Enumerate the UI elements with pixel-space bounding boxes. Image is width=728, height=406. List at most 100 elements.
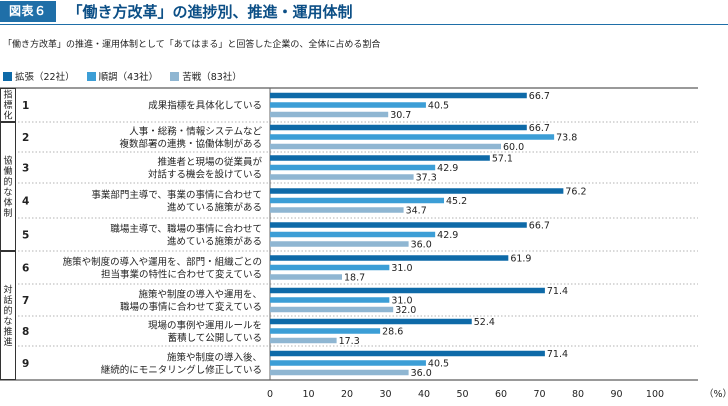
bar [270, 287, 545, 294]
x-tick-label: 100 [646, 389, 664, 400]
bar [270, 241, 409, 247]
bar [270, 164, 436, 171]
bar [270, 197, 445, 204]
bar [270, 369, 409, 376]
header-rule [0, 24, 728, 25]
legend-label-smooth: 順調（43社） [98, 72, 159, 83]
bar-value-label: 76.2 [565, 187, 586, 198]
bar-value-label: 36.0 [411, 240, 432, 251]
item-label-line: 進めている施策がある [167, 201, 262, 213]
bar-value-label: 52.4 [474, 317, 495, 328]
bar [270, 102, 426, 108]
bar-value-label: 42.9 [437, 163, 458, 174]
item-label-line: 職場主導で、職場の事情に合わせて [110, 223, 262, 235]
x-tick-label: 40 [418, 389, 430, 400]
item-number: 5 [22, 230, 29, 242]
bar [270, 174, 414, 180]
bar [270, 231, 436, 238]
bar-value-label: 18.7 [344, 273, 365, 284]
item-number: 1 [22, 100, 29, 112]
x-tick-label: 0 [267, 389, 273, 400]
legend: 拡張（22社） 順調（43社） 苦戦（83社） [3, 69, 254, 83]
bar-value-label: 31.0 [391, 296, 412, 307]
item-label-line: 対話する機会を設けている [148, 168, 262, 180]
bar [270, 350, 545, 357]
bar-value-label: 45.2 [446, 196, 467, 207]
bar-value-label: 37.3 [416, 173, 437, 184]
item-number: 3 [22, 163, 29, 175]
item-number: 8 [22, 326, 29, 338]
bar [270, 207, 404, 213]
bar [270, 124, 527, 131]
legend-label-struggle: 苦戦（83社） [182, 72, 242, 83]
bar-value-label: 60.0 [503, 142, 524, 153]
item-number: 7 [22, 295, 29, 307]
item-label-line: 事業部門主導で、事業の事情に合わせて [91, 189, 262, 201]
bar [270, 155, 490, 161]
bar [270, 264, 390, 271]
x-tick-label: 20 [341, 389, 353, 400]
legend-item-expand: 拡張（22社） [3, 69, 75, 83]
bar [270, 111, 389, 118]
chart-subtitle: 「働き方改革」の推進・運用体制として「あてはまる」と回答した企業の、全体に占める… [3, 40, 381, 50]
bar [270, 274, 342, 280]
bar-value-label: 73.8 [556, 133, 577, 144]
group-label: 協働的な体制 [3, 154, 12, 219]
legend-swatch-smooth [86, 71, 96, 81]
group-box [0, 122, 16, 251]
bar [270, 143, 501, 150]
bar [270, 134, 555, 140]
x-tick-label: 10 [302, 389, 314, 400]
bar-value-label: 36.0 [411, 368, 432, 379]
bar-value-label: 40.5 [428, 359, 449, 370]
item-label-line: 担当事業の特性に合わせて変えている [101, 268, 262, 280]
bar-value-label: 28.6 [382, 327, 403, 338]
group-label: 対話的な推進 [3, 283, 12, 348]
bar-value-label: 71.4 [547, 286, 568, 297]
item-label-line: 継続的にモニタリングし修正している [101, 364, 262, 376]
bar-value-label: 32.0 [395, 305, 416, 316]
item-label-line: 蓄積して公開している [168, 332, 262, 344]
legend-label-expand: 拡張（22社） [15, 72, 75, 83]
item-label-line: 成果指標を具体化している [148, 100, 262, 112]
bar [270, 188, 564, 194]
bar-value-label: 30.7 [390, 110, 411, 121]
legend-item-smooth: 順調（43社） [86, 69, 159, 83]
x-tick-label: 90 [610, 389, 622, 400]
bar-value-label: 17.3 [339, 336, 360, 347]
item-label-line: 施策や制度の導入や運用を、部門・組織ごとの [63, 256, 262, 268]
bar [270, 222, 527, 228]
item-number: 6 [22, 263, 29, 275]
bar-value-label: 71.4 [547, 349, 568, 360]
item-label-line: 人事・総務・情報システムなど [129, 125, 262, 137]
legend-item-struggle: 苦戦（83社） [170, 69, 242, 83]
bar-value-label: 40.5 [428, 101, 449, 112]
bar-value-label: 57.1 [492, 154, 513, 165]
item-number: 4 [22, 196, 29, 208]
bar [270, 360, 426, 366]
bar [270, 306, 394, 313]
item-label-line: 職場の事情に合わせて変えている [120, 301, 262, 313]
item-label-line: 現場の事例や運用ルールを [148, 319, 262, 331]
legend-swatch-expand [3, 71, 12, 81]
item-label-line: 施策や制度の導入後、 [167, 351, 262, 363]
bar-value-label: 66.7 [529, 221, 550, 232]
item-label-line: 複数部署の連携・協働体制がある [119, 138, 262, 150]
bar [270, 92, 527, 99]
item-number: 2 [22, 132, 29, 144]
item-label-line: 進めている施策がある [167, 235, 262, 247]
chart-header: 図表６ 「働き方改革」の進捗別、推進・運用体制 [0, 0, 728, 22]
bar-value-label: 42.9 [437, 230, 458, 241]
item-number: 9 [22, 358, 29, 370]
chart-title: 「働き方改革」の進捗別、推進・運用体制 [67, 2, 353, 21]
bar-value-label: 66.7 [529, 123, 550, 134]
x-axis-unit: （%） [704, 388, 728, 400]
x-tick-label: 80 [572, 389, 584, 400]
x-tick-label: 70 [533, 389, 545, 400]
bar-value-label: 31.0 [391, 263, 412, 274]
bar [270, 328, 381, 334]
bar [270, 255, 509, 261]
x-tick-label: 50 [456, 389, 468, 400]
x-tick-label: 60 [495, 389, 507, 400]
